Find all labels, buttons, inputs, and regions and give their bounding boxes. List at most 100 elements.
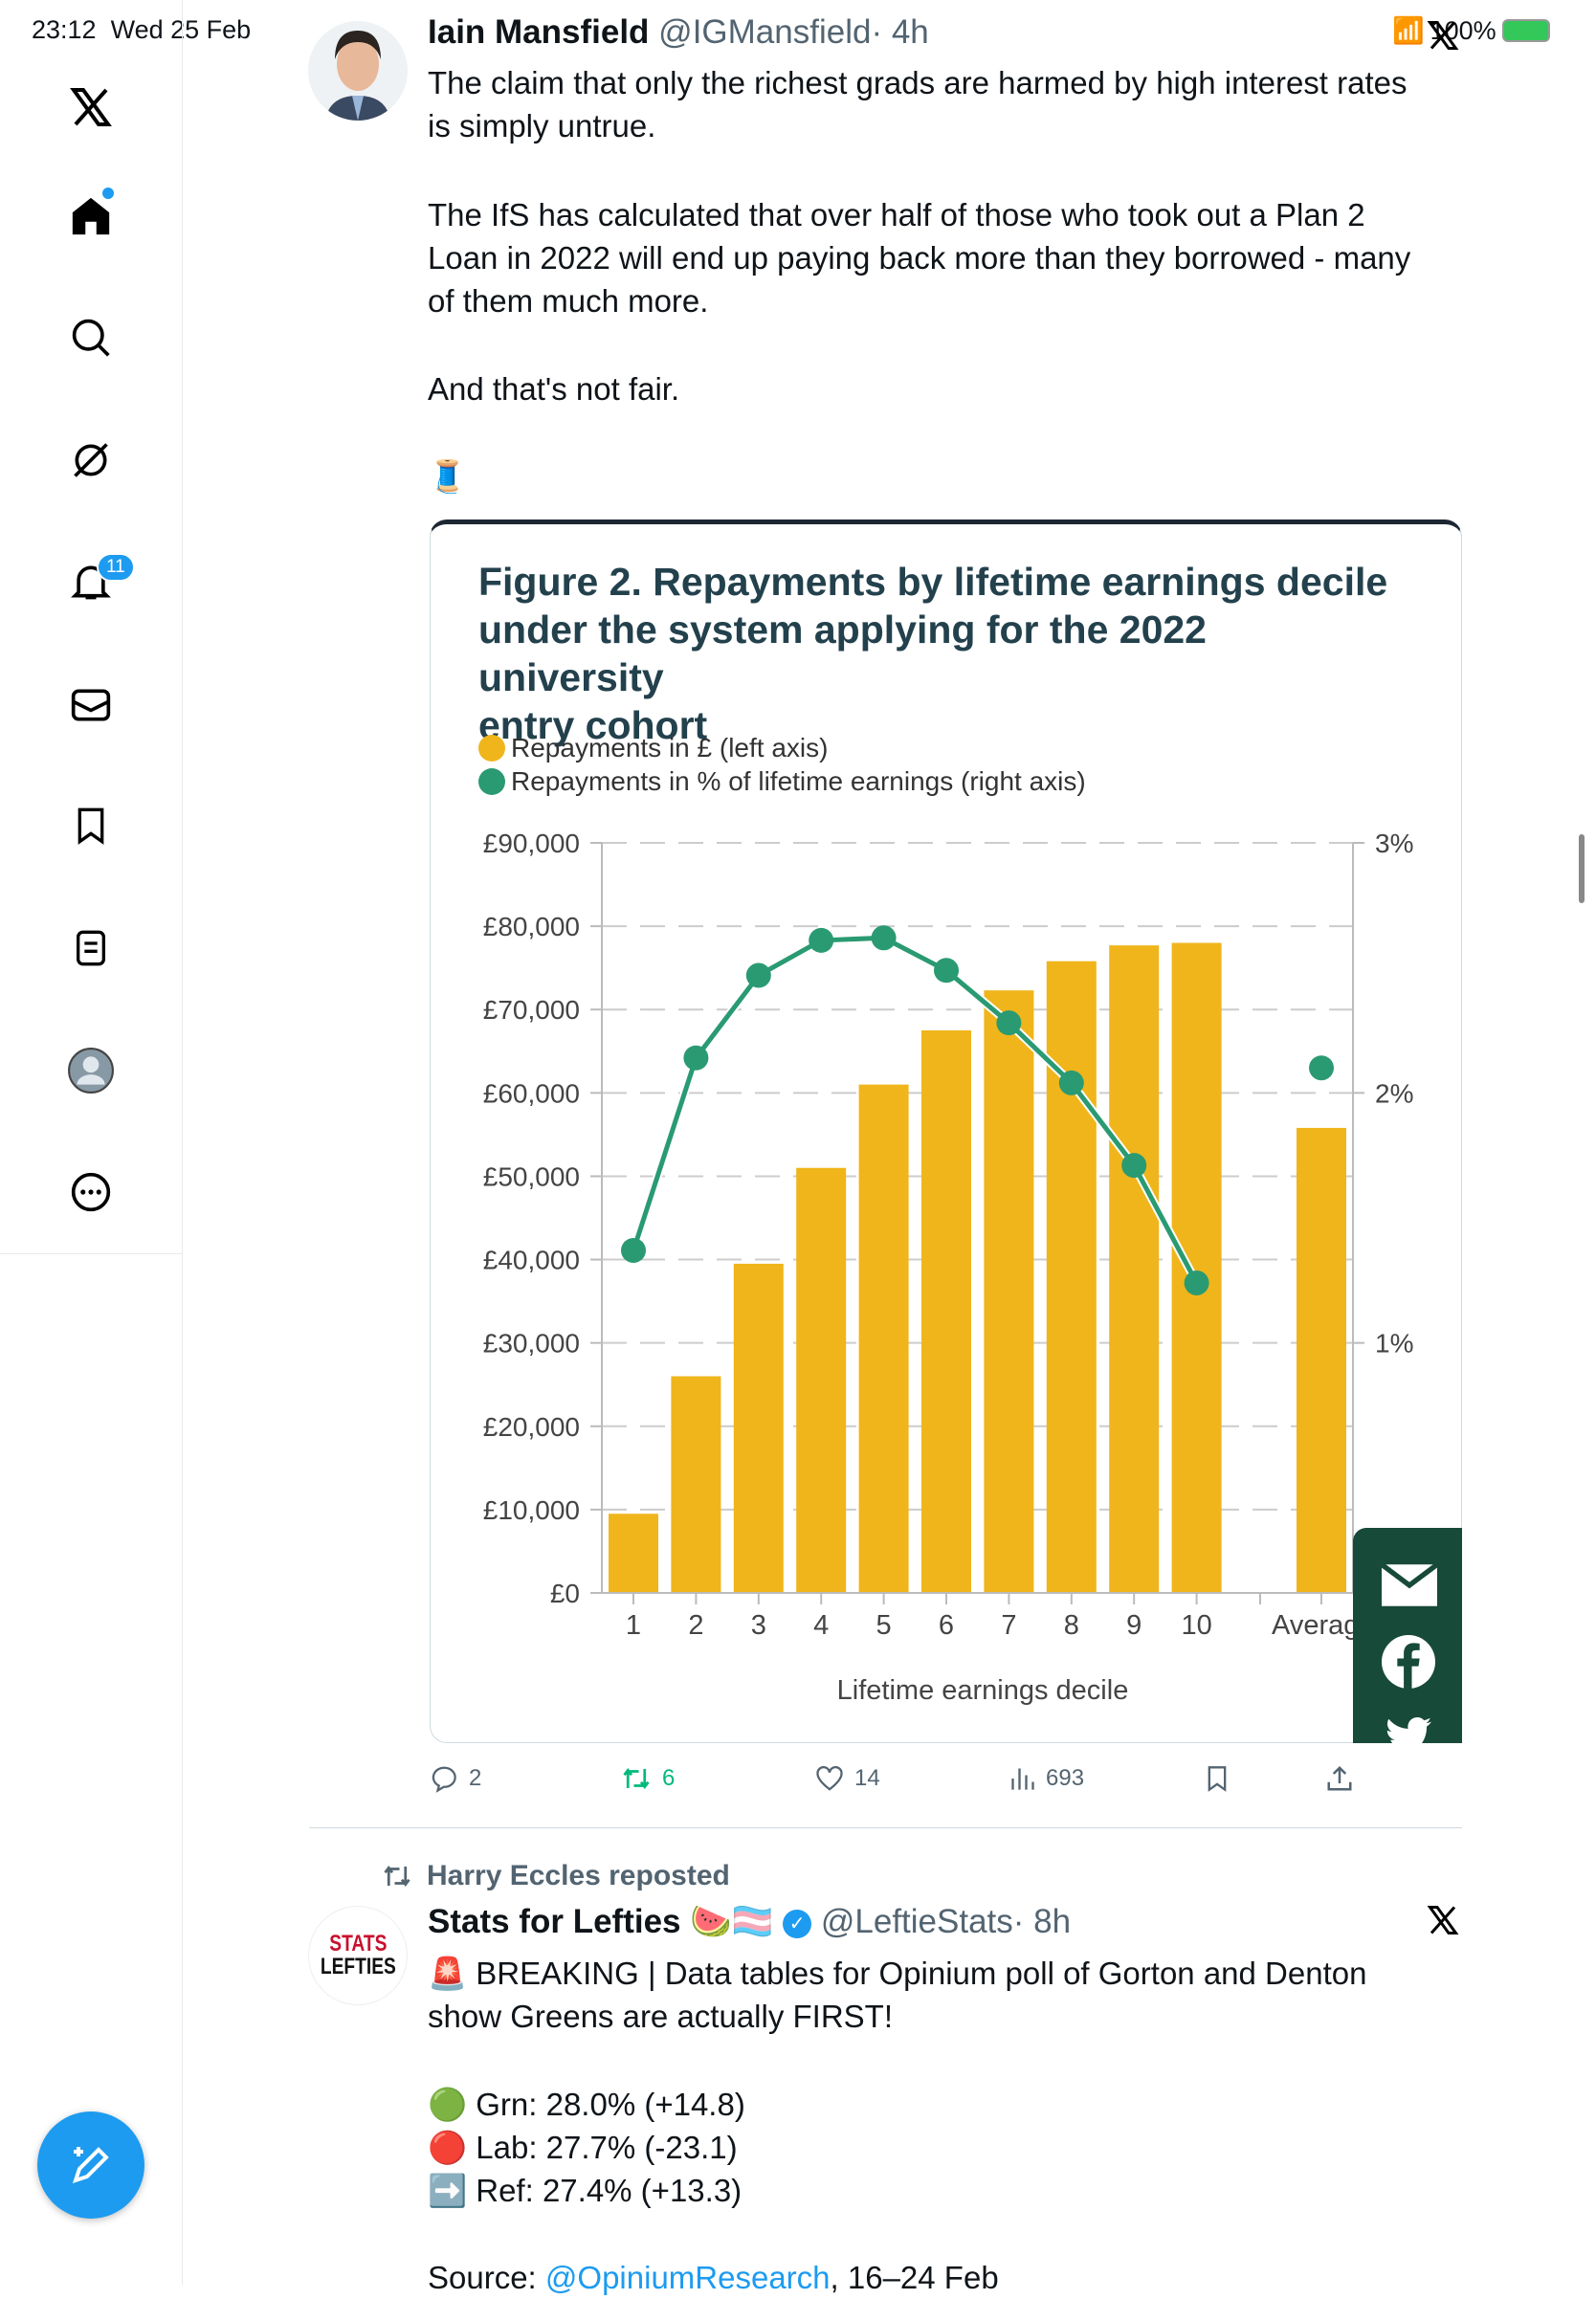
bookmark-icon[interactable] xyxy=(62,797,120,854)
line-point xyxy=(621,1237,646,1263)
x-tick-label: 4 xyxy=(813,1610,829,1641)
chart-title: Figure 2. Repayments by lifetime earning… xyxy=(478,560,1388,747)
bar xyxy=(984,990,1034,1593)
tweet-text: The IfS has calculated that over half of… xyxy=(428,197,1365,232)
search-icon[interactable] xyxy=(62,309,120,366)
x-logo-icon xyxy=(1426,1902,1460,1943)
lists-icon[interactable] xyxy=(62,919,120,977)
author-handle[interactable]: @LeftieStats xyxy=(820,1903,1013,1940)
bar xyxy=(1171,942,1222,1593)
x-tick-label: 7 xyxy=(1001,1610,1016,1641)
y-tick-label: £0 xyxy=(550,1579,580,1608)
share-icon xyxy=(1327,1765,1352,1791)
x-logo-icon[interactable] xyxy=(62,78,120,136)
reply-button[interactable]: 2 xyxy=(431,1764,481,1793)
tweet-text: 🟢 Grn: 28.0% (+14.8) xyxy=(428,2087,745,2122)
tweet-source: Source: @OpiniumResearch, 16–24 Feb xyxy=(428,2260,999,2295)
bar xyxy=(1046,961,1097,1593)
tweet-text: Loan in 2022 will end up paying back mor… xyxy=(428,240,1411,276)
thread-emoji: 🧵 xyxy=(428,458,468,494)
bar xyxy=(1109,945,1160,1593)
y-tick-label: £80,000 xyxy=(483,912,580,941)
verified-icon: ✓ xyxy=(783,1909,812,1938)
more-icon[interactable] xyxy=(62,1163,120,1221)
sidebar: 11 xyxy=(0,0,183,2285)
x-tick-label: 3 xyxy=(751,1610,766,1641)
avatar[interactable] xyxy=(308,21,408,121)
bar xyxy=(921,1030,971,1593)
compose-button[interactable] xyxy=(37,2111,144,2219)
tweet-text: show Greens are actually FIRST! xyxy=(428,1999,894,2034)
tweet-text: of them much more. xyxy=(428,283,709,319)
home-icon[interactable] xyxy=(62,188,120,245)
y-tick-label: £60,000 xyxy=(483,1078,580,1108)
email-share-icon[interactable] xyxy=(1380,1562,1439,1611)
facebook-share-icon[interactable] xyxy=(1382,1635,1435,1693)
bookmark-button[interactable] xyxy=(1204,1764,1230,1793)
bar xyxy=(671,1376,721,1593)
legend-swatch xyxy=(478,735,505,762)
notifications-icon[interactable]: 11 xyxy=(62,553,135,610)
profile-icon[interactable] xyxy=(62,1042,120,1099)
x-tick-label: 2 xyxy=(688,1610,703,1641)
line-point xyxy=(745,962,771,988)
repost-button[interactable]: 6 xyxy=(620,1764,675,1793)
repost-indicator[interactable]: Harry Eccles reposted xyxy=(381,1860,730,1892)
y-tick-label: £40,000 xyxy=(483,1246,580,1275)
line-point xyxy=(934,958,959,984)
author-name[interactable]: Iain Mansfield xyxy=(428,13,650,51)
twitter-share-icon[interactable] xyxy=(1382,1717,1435,1743)
x-tick-label: 10 xyxy=(1181,1610,1211,1641)
grok-icon[interactable] xyxy=(62,431,120,489)
tweet-time[interactable]: · 8h xyxy=(1012,1903,1072,1940)
x-tick-label: 9 xyxy=(1126,1610,1142,1641)
status-time: 23:12 Wed 25 Feb xyxy=(32,15,252,44)
series-line xyxy=(631,935,1199,1285)
legend-item-line: Repayments in % of lifetime earnings (ri… xyxy=(478,766,1086,797)
tweet-divider xyxy=(309,1827,1462,1828)
line-point xyxy=(1309,1055,1334,1081)
battery-icon xyxy=(1501,19,1550,42)
reply-icon xyxy=(432,1766,456,1793)
compose-icon xyxy=(72,2147,109,2184)
notification-badge: 11 xyxy=(97,553,135,582)
mail-icon[interactable] xyxy=(62,676,120,734)
y2-tick-label: 3% xyxy=(1375,829,1413,858)
like-button[interactable]: 14 xyxy=(814,1764,880,1793)
chart-image-card[interactable]: Figure 2. Repayments by lifetime earning… xyxy=(430,519,1462,1743)
tweet-header: Iain Mansfield @IGMansfield· 4h xyxy=(428,13,929,52)
x-logo-icon xyxy=(1426,17,1460,58)
y2-tick-label: 1% xyxy=(1375,1329,1413,1359)
tweet-text: And that's not fair. xyxy=(428,371,680,407)
y2-tick-label: 2% xyxy=(1375,1078,1413,1108)
name-emojis: 🍉🏳️‍⚧️ xyxy=(690,1903,774,1940)
line-point xyxy=(871,925,897,951)
tweet-text: The claim that only the richest grads ar… xyxy=(428,65,1408,100)
x-tick-label: 8 xyxy=(1064,1610,1079,1641)
source-link[interactable]: @OpiniumResearch xyxy=(544,2260,831,2295)
y-tick-label: £20,000 xyxy=(483,1412,580,1442)
scrollbar[interactable] xyxy=(1579,834,1585,903)
y-tick-label: £70,000 xyxy=(483,995,580,1025)
x-axis-title: Lifetime earnings decile xyxy=(837,1675,1129,1706)
tweet-text: ➡️ Ref: 27.4% (+13.3) xyxy=(428,2173,743,2208)
line-point xyxy=(809,927,834,953)
bar xyxy=(733,1263,784,1593)
tweet-time[interactable]: · 4h xyxy=(871,13,929,51)
views-button[interactable]: 693 xyxy=(1009,1764,1084,1793)
author-handle[interactable]: @IGMansfield xyxy=(658,13,872,51)
legend-item-bars: Repayments in £ (left axis) xyxy=(478,733,828,763)
heart-icon xyxy=(816,1766,843,1791)
bar xyxy=(796,1167,847,1593)
avatar[interactable]: STATS LEFTIES xyxy=(308,1906,408,2005)
share-button[interactable] xyxy=(1325,1764,1354,1793)
line-point xyxy=(1184,1270,1209,1295)
sidebar-divider xyxy=(0,1253,183,1254)
line-point xyxy=(1058,1070,1084,1095)
y-tick-label: £30,000 xyxy=(483,1329,580,1359)
bar xyxy=(858,1084,909,1593)
tweet-text: 🔴 Lab: 27.7% (-23.1) xyxy=(428,2130,738,2165)
bar xyxy=(1297,1127,1346,1593)
share-panel xyxy=(1353,1528,1462,1743)
author-name[interactable]: Stats for Lefties xyxy=(428,1903,681,1940)
